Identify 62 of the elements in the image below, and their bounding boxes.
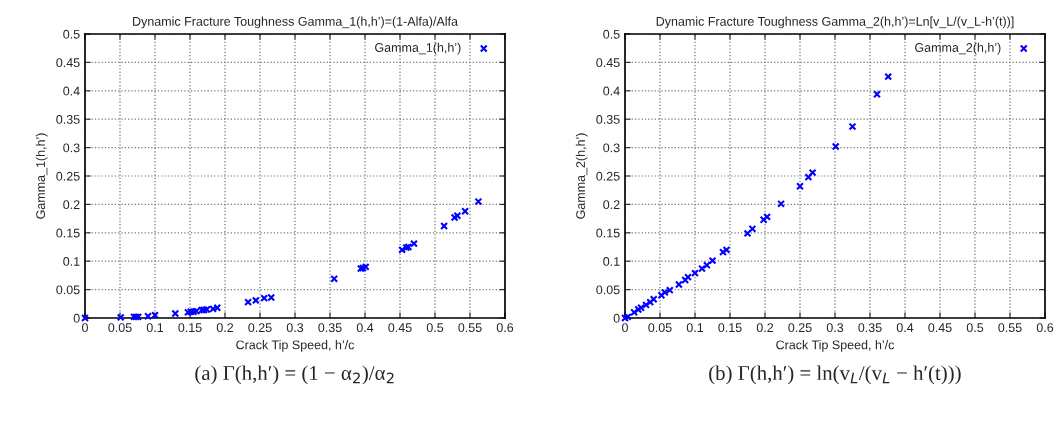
x-tick-label: 0.55 [458,323,482,333]
chart-title: Dynamic Fracture Toughness Gamma_1(h,h’)=(1-Alfa)/Alfa [133,16,458,29]
x-tick-label: 0.1 [146,323,164,333]
y-tick-label: 0.3 [603,143,620,153]
legend-label: Gamma_1(h,h’) [375,42,461,55]
y-tick-label: 0.15 [596,228,620,238]
x-tick-label: 0.45 [928,323,952,333]
x-tick-label: 0 [622,323,628,333]
point [873,90,881,99]
y-tick-label: 0.35 [596,115,620,124]
x-tick-label: 0.6 [1036,323,1054,333]
y-tick-label: 0.5 [603,29,620,39]
x-tick-label: 0.5 [426,323,444,333]
text: (b) Γ(h,h′) = ln(v$_{L}$/(v$_{L}$ − h′(t))) [709,365,961,385]
y-axis-title: Gamma_2(h,h’) [575,133,588,219]
y-tick-label: 0 [73,313,80,323]
x-tick-label: 0.25 [248,323,272,333]
x-tick-label: 0.4 [356,323,374,333]
y-tick-label: 0 [613,313,620,323]
y-tick-label: 0.15 [56,228,80,238]
x-tick-label: 0.3 [826,323,844,333]
y-tick-label: 0.25 [56,171,80,181]
x-tick-label: 0.6 [496,323,514,333]
x-tick-label: 0.45 [388,323,412,333]
text: (a) Γ(h,h′) = (1 − α$_{2}$)/α$_{2}$ [195,365,394,385]
y-tick-label: 0.2 [63,200,80,210]
chart-title: Dynamic Fracture Toughness Gamma_2(h,h’)=Ln[v_L/(v_L-h’(t))] [656,16,1014,29]
y-tick-label: 0.3 [63,143,80,153]
x-tick-label: 0.15 [178,323,202,333]
y-tick-label: 0.25 [596,171,620,181]
x-tick-label: 0.35 [858,323,882,333]
x-tick-label: 0 [82,323,88,333]
y-tick-label: 0.35 [56,115,80,124]
x-tick-label: 0.05 [648,323,672,333]
y-tick-label: 0.05 [596,285,620,295]
x-tick-label: 0.55 [998,323,1022,333]
x-tick-label: 0.2 [216,323,234,333]
y-tick-label: 0.5 [63,29,80,39]
legend-label: Gamma_2(h,h’) [915,42,1001,55]
y-tick-label: 0.45 [596,58,620,68]
x-axis-title: Crack Tip Speed, h’/c [236,340,355,352]
x-tick-label: 0.15 [718,323,742,333]
y-tick-label: 0.1 [603,257,620,266]
y-axis-title: Gamma_1(h,h’) [35,133,48,219]
point [461,207,470,216]
y-tick-label: 0.2 [603,200,620,210]
x-tick-label: 0.35 [318,323,342,333]
y-tick-label: 0.1 [63,257,80,266]
x-tick-label: 0.05 [108,323,132,333]
x-tick-label: 0.1 [686,323,704,333]
point [796,182,804,191]
point [691,269,699,278]
y-tick-label: 0.45 [56,58,80,68]
x-tick-label: 0.5 [966,323,984,333]
x-tick-label: 0.25 [788,323,812,333]
x-tick-label: 0.3 [286,323,304,333]
y-tick-label: 0.05 [56,285,80,295]
y-tick-label: 0.4 [603,86,620,96]
x-axis-title: Crack Tip Speed, h’/c [776,340,895,352]
y-tick-label: 0.4 [63,86,80,96]
x-tick-label: 0.2 [756,323,774,333]
x-tick-label: 0.4 [896,323,914,333]
